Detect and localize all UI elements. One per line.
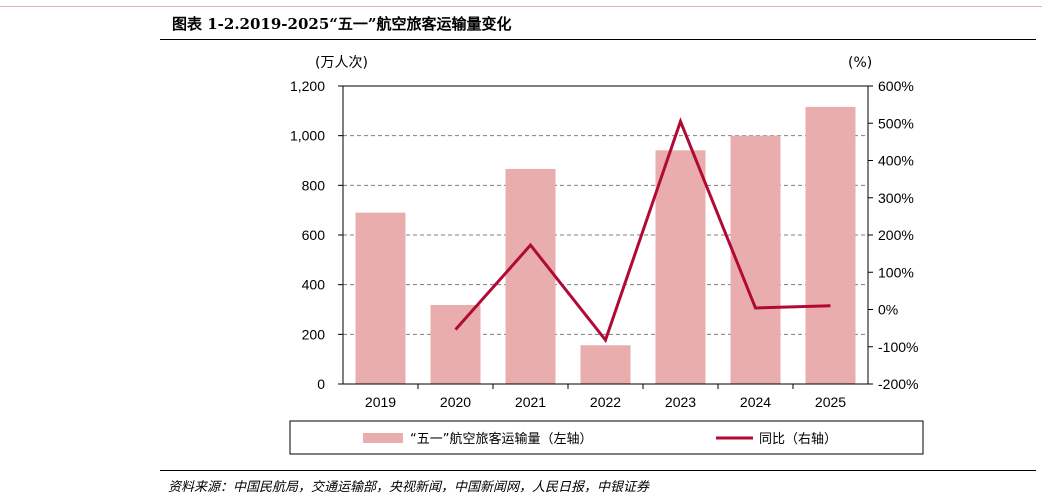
top-decorative-rule — [0, 6, 1042, 7]
right-tick-label: 100% — [878, 264, 914, 280]
bottom-rule — [160, 470, 1036, 471]
tick-labels: 0 200 400 600 800 1,000 1,200 -200% -100% 0% 100% 2… — [290, 78, 919, 410]
left-tick-label: 1,000 — [290, 128, 325, 144]
left-tick-label: 0 — [317, 376, 325, 392]
right-tick-label: 500% — [878, 115, 914, 131]
right-tick-label: 600% — [878, 78, 914, 94]
legend-bar-swatch — [363, 433, 403, 443]
bar — [805, 106, 856, 385]
gridlines — [343, 135, 868, 335]
axes — [338, 85, 873, 389]
chart: 0 200 400 600 800 1,000 1,200 -200% -100% 0% 100% 2… — [289, 55, 924, 455]
bar — [655, 150, 706, 384]
x-tick-label: 2021 — [515, 394, 546, 410]
figure-title: 图表 1-2.2019-2025“五一”航空旅客运输量变化 — [172, 15, 512, 33]
bar — [580, 345, 631, 384]
x-tick-label: 2025 — [815, 394, 846, 410]
line-series — [454, 117, 831, 344]
right-tick-label: -200% — [878, 376, 918, 392]
left-tick-label: 600 — [302, 227, 326, 243]
yoy-line — [454, 117, 831, 344]
bar — [505, 168, 556, 384]
x-tick-label: 2020 — [440, 394, 471, 410]
right-tick-label: 0% — [878, 302, 898, 318]
right-tick-label: 200% — [878, 227, 914, 243]
bar — [355, 212, 406, 384]
bar — [430, 305, 481, 384]
left-tick-label: 400 — [302, 277, 326, 293]
bar-series — [355, 106, 856, 385]
legend-bar-label: “五一”航空旅客运输量（左轴） — [410, 431, 592, 447]
left-tick-label: 800 — [302, 177, 326, 193]
source-note: 资料来源：中国民航局，交通运输部，央视新闻，中国新闻网，人民日报，中银证券 — [168, 480, 650, 495]
right-axis-unit: (%) — [848, 55, 872, 71]
x-tick-label: 2019 — [365, 394, 396, 410]
x-tick-label: 2022 — [590, 394, 621, 410]
legend: “五一”航空旅客运输量（左轴） 同比（右轴） — [289, 420, 924, 455]
right-tick-label: 300% — [878, 190, 914, 206]
bar — [730, 135, 781, 384]
left-tick-label: 200 — [302, 326, 326, 342]
right-tick-label: 400% — [878, 153, 914, 169]
legend-box — [289, 420, 924, 455]
x-tick-label: 2023 — [665, 394, 696, 410]
right-tick-label: -100% — [878, 339, 918, 355]
legend-line-label: 同比（右轴） — [759, 432, 837, 447]
left-axis-unit: (万人次) — [315, 55, 368, 71]
title-rule — [160, 39, 1036, 40]
left-tick-label: 1,200 — [290, 78, 325, 94]
x-tick-label: 2024 — [740, 394, 771, 410]
